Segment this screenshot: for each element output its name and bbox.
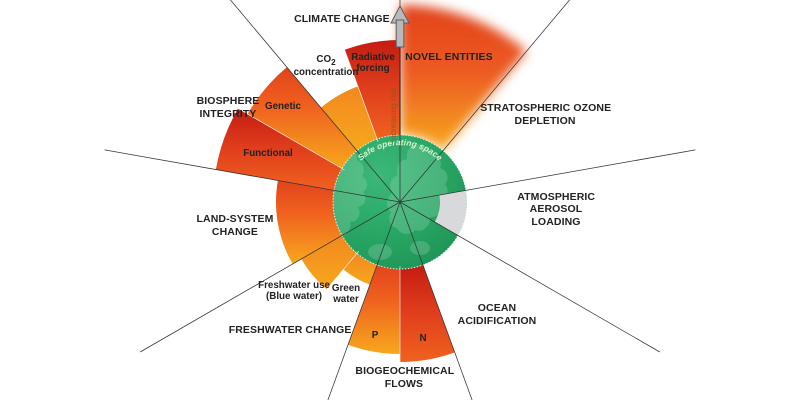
svg-text:Increasing risk: Increasing risk [388,87,398,143]
